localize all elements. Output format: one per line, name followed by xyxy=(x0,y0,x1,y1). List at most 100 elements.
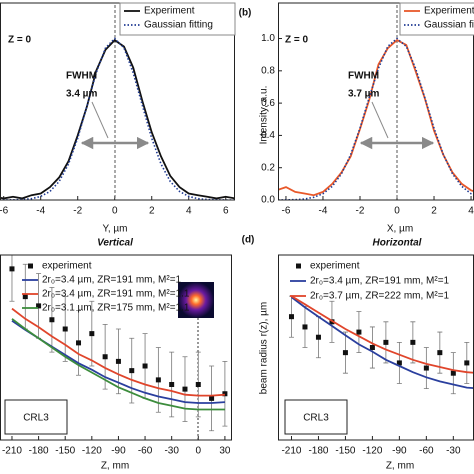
series-line xyxy=(291,295,474,374)
panel: -210 -180 -150 -120 -90 -60 -30 0 30 experiment 2r… xyxy=(0,254,232,472)
y-axis-title: beam radius r(z), µm xyxy=(259,302,270,394)
plot-area xyxy=(9,255,228,432)
legend-box xyxy=(399,2,474,36)
x-tick-label: -60 xyxy=(419,446,434,457)
x-tick-label: -2 xyxy=(356,206,365,217)
fwhm-label: FWHM xyxy=(66,71,97,82)
panel-note: Z = 0 xyxy=(285,35,309,46)
data-point xyxy=(76,340,82,346)
data-point xyxy=(410,339,416,345)
series-line xyxy=(0,38,235,200)
x-tick-label: -6 xyxy=(282,206,291,217)
data-point xyxy=(396,360,402,366)
panel: -210 -180 -150 -120 -90 -60 -30 experiment 2r₀=3… xyxy=(242,235,474,472)
series-line xyxy=(278,39,474,197)
x-tick-label: 0 xyxy=(394,206,400,217)
y-tick-label: 0.4 xyxy=(261,130,275,141)
x-tick-label: -4 xyxy=(36,206,45,217)
x-tick-label: 30 xyxy=(219,446,231,457)
x-tick-label: 0 xyxy=(196,446,202,457)
data-point xyxy=(142,363,148,369)
data-point xyxy=(115,358,121,364)
data-point xyxy=(129,368,135,374)
data-point xyxy=(423,365,429,371)
x-tick-label: -90 xyxy=(392,446,407,457)
fwhm-value: 3.4 µm xyxy=(66,89,97,100)
data-point xyxy=(437,350,443,356)
data-point xyxy=(9,266,15,272)
series-line xyxy=(278,37,474,200)
x-axis-title: X, µm xyxy=(387,224,413,235)
data-point xyxy=(89,331,95,337)
y-tick-label: 0.2 xyxy=(261,162,275,173)
axes-frame xyxy=(0,2,235,201)
legend-label: 2r₀=3.4 µm, ZR=191 mm, M²=1 xyxy=(310,276,450,287)
y-tick-label: 1.0 xyxy=(261,33,275,44)
plot-area xyxy=(278,37,474,200)
plot-area xyxy=(0,37,235,200)
label-box xyxy=(4,399,68,435)
legend-marker xyxy=(28,263,33,269)
x-axis-title: Y, µm xyxy=(102,224,127,235)
fwhm-label: FWHM xyxy=(348,71,379,82)
legend-label: experiment xyxy=(42,261,92,272)
x-tick-label: 2 xyxy=(149,206,155,217)
fwhm-value: 3.7 µm xyxy=(348,89,379,100)
data-point xyxy=(22,294,28,300)
fwhm-leader xyxy=(91,101,109,139)
legend-label: 2r₀=3.4 µm, ZR=191 mm, M²=1 xyxy=(42,275,182,286)
series-line xyxy=(0,37,235,200)
x-tick-label: -120 xyxy=(82,446,102,457)
panel: -6 -4 -2 0 2 4 6 Experiment Gaussian fitting Z = … xyxy=(0,2,236,249)
data-point xyxy=(288,314,294,320)
x-tick-label: 4 xyxy=(468,206,474,217)
x-tick-label: 2 xyxy=(431,206,437,217)
panel-label: (d) xyxy=(242,235,255,246)
y-tick-label: 0.6 xyxy=(261,98,275,109)
data-point xyxy=(195,382,201,387)
x-axis-title: Z, mm xyxy=(386,461,414,472)
x-tick-label: 6 xyxy=(223,206,229,217)
data-point xyxy=(302,324,308,330)
x-tick-label: -210 xyxy=(281,446,301,457)
series-line xyxy=(11,318,225,411)
data-point xyxy=(49,317,55,323)
legend-label: 2r₀=3.4 µm, ZR=191 mm, M²=1.1 xyxy=(42,289,190,300)
legend-label: Experiment xyxy=(144,6,195,17)
x-tick-label: -90 xyxy=(111,446,126,457)
box-label: CRL3 xyxy=(23,413,49,424)
data-point xyxy=(342,350,348,356)
x-tick-label: -120 xyxy=(362,446,382,457)
x-tick-label: -30 xyxy=(164,446,179,457)
y-axis-title: Intensity, a.u. xyxy=(259,86,270,145)
x-axis-title: Z, mm xyxy=(101,461,129,472)
x-tick-label: -2 xyxy=(73,206,82,217)
data-point xyxy=(102,354,108,360)
plot-area xyxy=(288,295,474,395)
y-tick-label: 0.8 xyxy=(261,65,275,76)
panel-caption: Horizontal xyxy=(373,238,422,249)
axes-frame xyxy=(0,254,232,441)
data-point xyxy=(383,339,389,345)
x-tick-label: 4 xyxy=(186,206,192,217)
box-label: CRL3 xyxy=(303,413,329,424)
label-box xyxy=(284,399,348,435)
panel: -6 -4 -2 0 2 4 0.0 0.2 0.4 0.6 0.8 1.0 Experiment Gau… xyxy=(239,2,474,249)
panel-caption: Vertical xyxy=(97,238,133,249)
legend-label: 2r₀=3.7 µm, ZR=222 mm, M²=1 xyxy=(310,291,450,302)
x-tick-label: -6 xyxy=(0,206,9,217)
panel-note: Z = 0 xyxy=(8,35,32,46)
x-tick-label: -60 xyxy=(138,446,153,457)
x-tick-label: 0 xyxy=(112,206,118,217)
legend-label: 2r₀=3.1 µm, ZR=175 mm, M²=1.1 xyxy=(42,303,190,314)
data-point xyxy=(315,334,321,340)
y-tick-label: 0.0 xyxy=(261,195,275,206)
series-line xyxy=(290,296,474,390)
data-point xyxy=(356,329,362,335)
data-point xyxy=(169,382,175,387)
data-point xyxy=(450,370,456,376)
legend-label: Experiment xyxy=(424,6,474,17)
data-point xyxy=(155,377,161,383)
beam-image xyxy=(178,282,214,318)
